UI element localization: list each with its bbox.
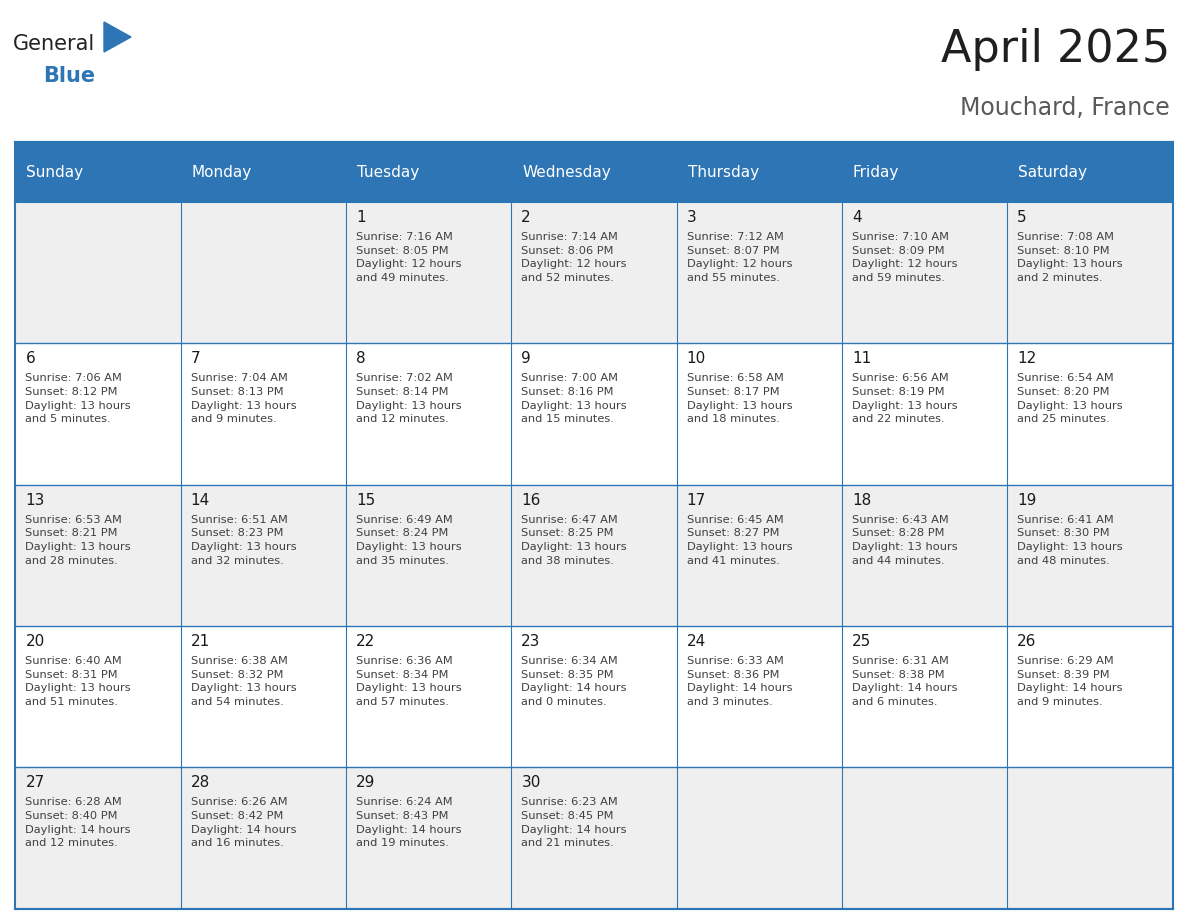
Text: Sunrise: 6:54 AM
Sunset: 8:20 PM
Daylight: 13 hours
and 25 minutes.: Sunrise: 6:54 AM Sunset: 8:20 PM Dayligh… <box>1017 374 1123 424</box>
Text: 28: 28 <box>191 776 210 790</box>
Text: 24: 24 <box>687 634 706 649</box>
Text: Saturday: Saturday <box>1018 164 1087 180</box>
Text: Sunrise: 6:23 AM
Sunset: 8:45 PM
Daylight: 14 hours
and 21 minutes.: Sunrise: 6:23 AM Sunset: 8:45 PM Dayligh… <box>522 798 627 848</box>
Text: 26: 26 <box>1017 634 1037 649</box>
Text: Sunrise: 7:14 AM
Sunset: 8:06 PM
Daylight: 12 hours
and 52 minutes.: Sunrise: 7:14 AM Sunset: 8:06 PM Dayligh… <box>522 232 627 283</box>
Bar <box>15 626 1173 767</box>
Text: Sunrise: 6:38 AM
Sunset: 8:32 PM
Daylight: 13 hours
and 54 minutes.: Sunrise: 6:38 AM Sunset: 8:32 PM Dayligh… <box>191 656 296 707</box>
Text: 29: 29 <box>356 776 375 790</box>
Text: 27: 27 <box>25 776 45 790</box>
Text: Sunrise: 6:47 AM
Sunset: 8:25 PM
Daylight: 13 hours
and 38 minutes.: Sunrise: 6:47 AM Sunset: 8:25 PM Dayligh… <box>522 515 627 565</box>
Text: Sunrise: 6:45 AM
Sunset: 8:27 PM
Daylight: 13 hours
and 41 minutes.: Sunrise: 6:45 AM Sunset: 8:27 PM Dayligh… <box>687 515 792 565</box>
Text: 10: 10 <box>687 352 706 366</box>
Polygon shape <box>105 22 131 52</box>
Text: 13: 13 <box>25 493 45 508</box>
Text: 17: 17 <box>687 493 706 508</box>
Bar <box>346 142 511 202</box>
Text: Sunrise: 7:04 AM
Sunset: 8:13 PM
Daylight: 13 hours
and 9 minutes.: Sunrise: 7:04 AM Sunset: 8:13 PM Dayligh… <box>191 374 296 424</box>
Bar <box>15 142 181 202</box>
Text: Sunrise: 6:58 AM
Sunset: 8:17 PM
Daylight: 13 hours
and 18 minutes.: Sunrise: 6:58 AM Sunset: 8:17 PM Dayligh… <box>687 374 792 424</box>
Text: Sunrise: 7:00 AM
Sunset: 8:16 PM
Daylight: 13 hours
and 15 minutes.: Sunrise: 7:00 AM Sunset: 8:16 PM Dayligh… <box>522 374 627 424</box>
Text: Sunrise: 7:02 AM
Sunset: 8:14 PM
Daylight: 13 hours
and 12 minutes.: Sunrise: 7:02 AM Sunset: 8:14 PM Dayligh… <box>356 374 462 424</box>
Text: 15: 15 <box>356 493 375 508</box>
Text: 12: 12 <box>1017 352 1036 366</box>
Text: Sunrise: 7:08 AM
Sunset: 8:10 PM
Daylight: 13 hours
and 2 minutes.: Sunrise: 7:08 AM Sunset: 8:10 PM Dayligh… <box>1017 232 1123 283</box>
Bar <box>15 485 1173 626</box>
Text: Thursday: Thursday <box>688 164 759 180</box>
Text: Sunrise: 6:29 AM
Sunset: 8:39 PM
Daylight: 14 hours
and 9 minutes.: Sunrise: 6:29 AM Sunset: 8:39 PM Dayligh… <box>1017 656 1123 707</box>
Text: April 2025: April 2025 <box>941 28 1170 71</box>
Text: Sunrise: 7:10 AM
Sunset: 8:09 PM
Daylight: 12 hours
and 59 minutes.: Sunrise: 7:10 AM Sunset: 8:09 PM Dayligh… <box>852 232 958 283</box>
Bar <box>511 142 677 202</box>
Text: 30: 30 <box>522 776 541 790</box>
Text: Tuesday: Tuesday <box>358 164 419 180</box>
Text: 11: 11 <box>852 352 871 366</box>
Text: 9: 9 <box>522 352 531 366</box>
Text: Sunrise: 6:43 AM
Sunset: 8:28 PM
Daylight: 13 hours
and 44 minutes.: Sunrise: 6:43 AM Sunset: 8:28 PM Dayligh… <box>852 515 958 565</box>
Text: Sunrise: 6:34 AM
Sunset: 8:35 PM
Daylight: 14 hours
and 0 minutes.: Sunrise: 6:34 AM Sunset: 8:35 PM Dayligh… <box>522 656 627 707</box>
Text: 6: 6 <box>25 352 36 366</box>
Text: 3: 3 <box>687 210 696 225</box>
Text: Sunrise: 6:28 AM
Sunset: 8:40 PM
Daylight: 14 hours
and 12 minutes.: Sunrise: 6:28 AM Sunset: 8:40 PM Dayligh… <box>25 798 131 848</box>
Text: Sunrise: 6:49 AM
Sunset: 8:24 PM
Daylight: 13 hours
and 35 minutes.: Sunrise: 6:49 AM Sunset: 8:24 PM Dayligh… <box>356 515 462 565</box>
Text: 4: 4 <box>852 210 861 225</box>
Text: Sunrise: 6:40 AM
Sunset: 8:31 PM
Daylight: 13 hours
and 51 minutes.: Sunrise: 6:40 AM Sunset: 8:31 PM Dayligh… <box>25 656 131 707</box>
Text: 2: 2 <box>522 210 531 225</box>
Text: Wednesday: Wednesday <box>523 164 611 180</box>
Text: 16: 16 <box>522 493 541 508</box>
Text: 7: 7 <box>191 352 201 366</box>
Text: Sunrise: 6:36 AM
Sunset: 8:34 PM
Daylight: 13 hours
and 57 minutes.: Sunrise: 6:36 AM Sunset: 8:34 PM Dayligh… <box>356 656 462 707</box>
Text: 23: 23 <box>522 634 541 649</box>
Text: Friday: Friday <box>853 164 899 180</box>
Text: 18: 18 <box>852 493 871 508</box>
Text: Sunrise: 6:41 AM
Sunset: 8:30 PM
Daylight: 13 hours
and 48 minutes.: Sunrise: 6:41 AM Sunset: 8:30 PM Dayligh… <box>1017 515 1123 565</box>
Bar <box>15 202 1173 343</box>
Bar <box>181 142 346 202</box>
Text: 5: 5 <box>1017 210 1026 225</box>
Text: 25: 25 <box>852 634 871 649</box>
Text: 22: 22 <box>356 634 375 649</box>
Text: General: General <box>13 34 95 54</box>
Text: Sunrise: 6:51 AM
Sunset: 8:23 PM
Daylight: 13 hours
and 32 minutes.: Sunrise: 6:51 AM Sunset: 8:23 PM Dayligh… <box>191 515 296 565</box>
Text: 20: 20 <box>25 634 45 649</box>
Text: 1: 1 <box>356 210 366 225</box>
Text: Sunrise: 6:31 AM
Sunset: 8:38 PM
Daylight: 14 hours
and 6 minutes.: Sunrise: 6:31 AM Sunset: 8:38 PM Dayligh… <box>852 656 958 707</box>
Text: Sunday: Sunday <box>26 164 83 180</box>
Text: Mouchard, France: Mouchard, France <box>960 96 1170 120</box>
Bar <box>15 343 1173 485</box>
Bar <box>1007 142 1173 202</box>
Bar <box>15 142 1173 909</box>
Text: Blue: Blue <box>43 66 95 86</box>
Text: Sunrise: 6:26 AM
Sunset: 8:42 PM
Daylight: 14 hours
and 16 minutes.: Sunrise: 6:26 AM Sunset: 8:42 PM Dayligh… <box>191 798 296 848</box>
Text: Sunrise: 6:24 AM
Sunset: 8:43 PM
Daylight: 14 hours
and 19 minutes.: Sunrise: 6:24 AM Sunset: 8:43 PM Dayligh… <box>356 798 462 848</box>
Bar <box>842 142 1007 202</box>
Text: Sunrise: 6:53 AM
Sunset: 8:21 PM
Daylight: 13 hours
and 28 minutes.: Sunrise: 6:53 AM Sunset: 8:21 PM Dayligh… <box>25 515 131 565</box>
Text: 19: 19 <box>1017 493 1037 508</box>
Text: Sunrise: 7:06 AM
Sunset: 8:12 PM
Daylight: 13 hours
and 5 minutes.: Sunrise: 7:06 AM Sunset: 8:12 PM Dayligh… <box>25 374 131 424</box>
Text: 8: 8 <box>356 352 366 366</box>
Text: Sunrise: 7:16 AM
Sunset: 8:05 PM
Daylight: 12 hours
and 49 minutes.: Sunrise: 7:16 AM Sunset: 8:05 PM Dayligh… <box>356 232 462 283</box>
Bar <box>677 142 842 202</box>
Text: 14: 14 <box>191 493 210 508</box>
Text: Monday: Monday <box>191 164 252 180</box>
Text: Sunrise: 7:12 AM
Sunset: 8:07 PM
Daylight: 12 hours
and 55 minutes.: Sunrise: 7:12 AM Sunset: 8:07 PM Dayligh… <box>687 232 792 283</box>
Text: 21: 21 <box>191 634 210 649</box>
Bar <box>15 767 1173 909</box>
Text: Sunrise: 6:56 AM
Sunset: 8:19 PM
Daylight: 13 hours
and 22 minutes.: Sunrise: 6:56 AM Sunset: 8:19 PM Dayligh… <box>852 374 958 424</box>
Text: Sunrise: 6:33 AM
Sunset: 8:36 PM
Daylight: 14 hours
and 3 minutes.: Sunrise: 6:33 AM Sunset: 8:36 PM Dayligh… <box>687 656 792 707</box>
